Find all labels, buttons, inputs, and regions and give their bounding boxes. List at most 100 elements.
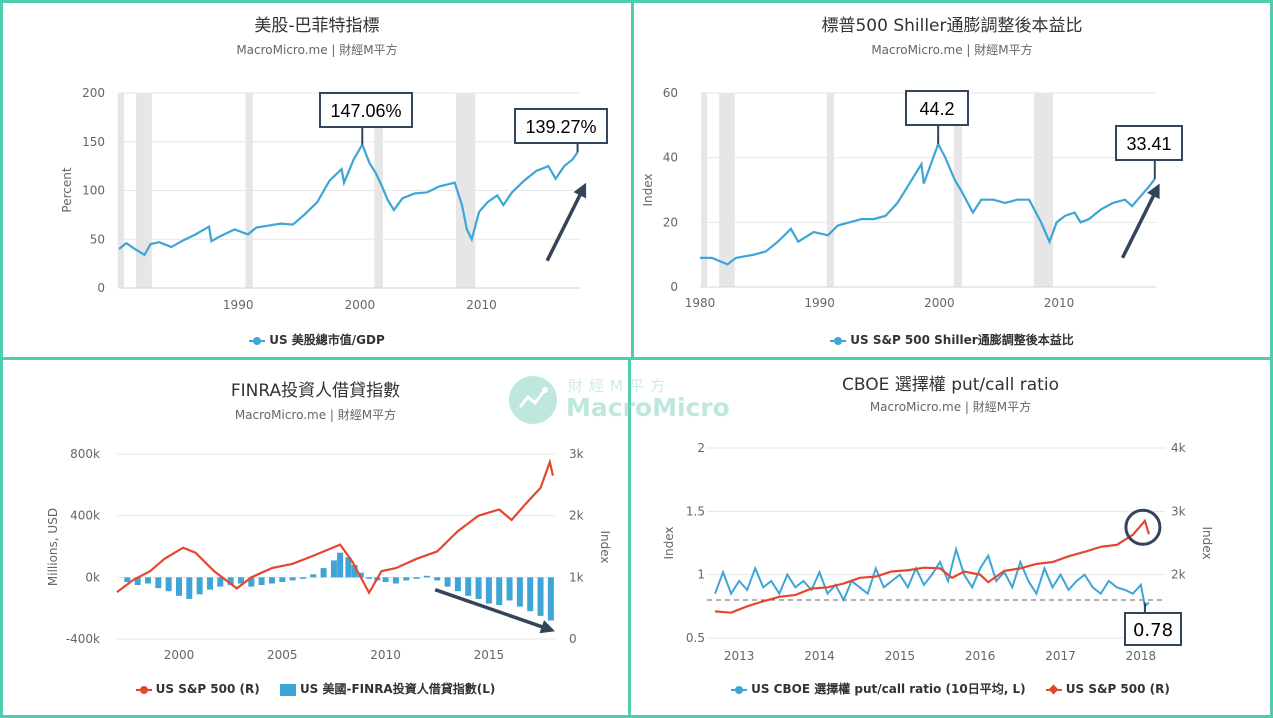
bar-margin-debt [196,577,203,595]
y-tick-label-right: 4k [1171,441,1186,455]
y-tick-label-left: -400k [66,632,100,646]
chart-plot: 0 50 100 150 200 1990 2000 2010 Percent 147.06% 13… [60,86,608,312]
bar-margin-debt [537,577,544,616]
recession-band [953,93,963,287]
legend-label: US S&P 500 (R) [1065,682,1170,696]
callout-box [1115,125,1183,161]
x-tick-label: 1990 [804,296,835,310]
x-tick-label: 2015 [885,649,916,663]
legend-item[interactable]: US S&P 500 Shiller通膨調整後本益比 [830,331,1074,348]
y-tick-label-right: 3k [1171,504,1186,518]
x-tick-label: 2010 [466,298,497,312]
bar-margin-debt [217,577,224,587]
y-tick-label-left: 1 [697,568,705,582]
y-axis-label: Index [641,173,655,206]
series-line-shiller-pe [700,141,1156,266]
trend-arrow-head [573,182,587,199]
x-tick-label: 2013 [724,649,755,663]
bar-margin-debt [258,577,265,586]
y-tick-label-right: 3k [569,447,584,461]
bar-margin-debt [506,577,513,601]
y-tick-label: 100 [82,184,105,198]
recession-band [701,93,708,287]
bar-margin-debt [366,577,373,579]
x-tick-label: 2000 [345,298,376,312]
callout-label: 147.06% [330,101,401,121]
callout-box [319,92,413,128]
legend-item[interactable]: US 美股總市值/GDP [249,331,385,348]
bar-margin-debt [345,557,352,578]
x-tick-label: 2016 [965,649,996,663]
y-axis-label: Percent [60,167,74,212]
bar-margin-debt [516,577,523,607]
bar-margin-debt [527,577,534,612]
callout-label: 44.2 [919,99,954,119]
callout-box [1124,612,1182,646]
callout-label: 139.27% [525,117,596,137]
y-tick-label: 50 [90,232,105,246]
legend-item[interactable]: US S&P 500 (R) [135,682,260,696]
y-tick-label-left: 0.5 [686,631,705,645]
chart-title: 美股-巴菲特指標 [254,16,380,36]
chart-legend[interactable]: US S&P 500 Shiller通膨調整後本益比 [634,331,1270,348]
y-tick-label-left: 400k [70,509,100,523]
bar-margin-debt [330,560,337,578]
x-tick-label: 2017 [1045,649,1076,663]
legend-item[interactable]: US CBOE 選擇權 put/call ratio (10日平均, L) [731,680,1026,697]
legend-item[interactable]: US 美國-FINRA投資人借貸指數(L) [279,680,496,697]
bar-margin-debt [475,577,482,599]
callout-label: 33.41 [1126,134,1171,154]
chart-plot: 0.511.52k2k3k4k201320142015201620172018I… [662,441,1214,663]
bar-margin-debt [310,574,317,578]
bar-margin-debt [165,577,172,592]
trend-arrow-line [545,189,585,262]
bar-margin-debt [423,575,430,578]
x-tick-label: 2015 [474,648,505,662]
recession-band [1033,93,1054,287]
y-tick-label: 200 [82,86,105,100]
trend-arrow-head [1147,183,1160,200]
bar-margin-debt [444,577,451,587]
legend-label: US 美國-FINRA投資人借貸指數(L) [299,682,496,696]
bar-margin-debt [206,577,213,590]
bar-margin-debt [248,577,255,587]
y-tick-label: 150 [82,135,105,149]
y-tick-label-left: 0k [85,570,100,584]
highlight-circle [1124,508,1162,546]
bar-margin-debt [237,577,244,584]
chart-legend[interactable]: US CBOE 選擇權 put/call ratio (10日平均, L) US… [631,680,1270,697]
bar-margin-debt [337,552,344,578]
trend-arrow-line [434,588,549,631]
chart-plot: 0 20 40 60 1980 1990 2000 2010 Index 44.2 33.41 [641,86,1183,310]
chart-legend[interactable]: US 美股總市值/GDP [3,331,631,348]
y-tick-label-right: 2k [1171,568,1186,582]
y-axis-label-left: Index [662,526,676,559]
legend-item[interactable]: US S&P 500 (R) [1045,682,1170,696]
chart-panel-shiller-pe: 標普500 Shiller通膨調整後本益比 MacroMicro.me | 財經… [631,0,1273,360]
legend-label: US S&P 500 (R) [155,682,260,696]
chart-title: 標普500 Shiller通膨調整後本益比 [821,16,1083,36]
y-tick-label: 0 [97,281,105,295]
bar-margin-debt [434,577,441,581]
bar-margin-debt [392,577,399,584]
bar-margin-debt [299,577,306,579]
legend-label: US S&P 500 Shiller通膨調整後本益比 [850,333,1074,347]
y-axis-label-right: Index [1200,526,1214,559]
bar-margin-debt [268,577,275,584]
bar-margin-debt [465,577,472,596]
series-line-market-cap-gdp [118,142,579,257]
bar-margin-debt [485,577,492,604]
callout-box [514,108,608,144]
series-line-sp500 [116,458,555,596]
x-tick-label: 2000 [164,648,195,662]
bar-margin-debt [175,577,182,596]
trend-arrow-line [1120,189,1158,259]
chart-title: CBOE 選擇權 put/call ratio [842,375,1059,395]
chart-subtitle: MacroMicro.me | 財經M平方 [234,408,397,422]
chart-subtitle: MacroMicro.me | 財經M平方 [236,43,398,57]
y-tick-label: 20 [663,215,678,229]
bar-margin-debt [144,577,151,584]
chart-legend[interactable]: US S&P 500 (R) US 美國-FINRA投資人借貸指數(L) [3,680,628,697]
bar-margin-debt [413,577,420,579]
bar-margin-debt [496,577,503,606]
